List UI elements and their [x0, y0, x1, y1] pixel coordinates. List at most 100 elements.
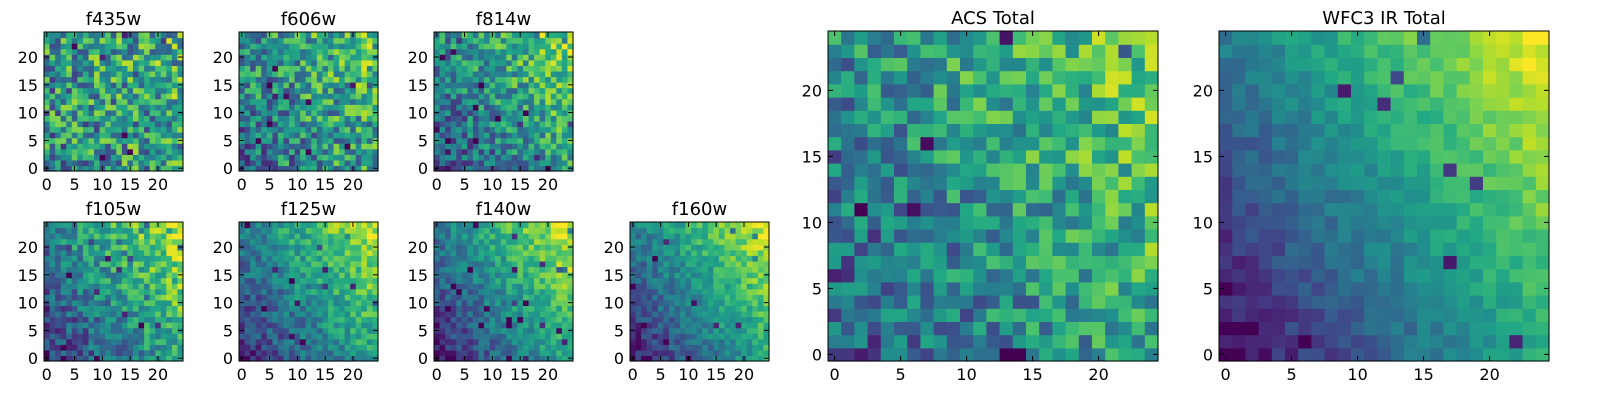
heatmap-cell	[166, 316, 173, 323]
y-tick-label: 20	[408, 48, 428, 67]
y-tick-label: 0	[418, 349, 428, 368]
heatmap-cell	[289, 37, 296, 44]
heatmap-cell	[434, 76, 441, 83]
heatmap-cell	[155, 37, 162, 44]
heatmap-cell	[266, 43, 273, 50]
heatmap-cell	[77, 277, 84, 284]
heatmap-cell	[88, 143, 95, 150]
heatmap-cell	[445, 266, 452, 273]
heatmap-cell	[250, 115, 257, 122]
heatmap-cell	[144, 93, 151, 100]
heatmap-cell	[484, 137, 491, 144]
heatmap-cell	[372, 227, 379, 234]
heatmap-cell	[517, 137, 524, 144]
heatmap-cell	[506, 87, 513, 94]
heatmap-cell	[289, 322, 296, 329]
heatmap-cell	[1078, 163, 1093, 177]
heatmap-cell	[255, 137, 262, 144]
heatmap-cell	[244, 344, 251, 351]
heatmap-cell	[250, 137, 257, 144]
heatmap-cell	[305, 244, 312, 251]
heatmap-cell	[439, 98, 446, 105]
heatmap-cell	[461, 233, 468, 240]
heatmap-cell	[484, 222, 491, 229]
heatmap-cell	[327, 283, 335, 290]
heatmap-cell	[155, 272, 162, 279]
heatmap-cell	[82, 165, 90, 172]
heatmap-cell	[718, 260, 726, 268]
heatmap-cell	[472, 227, 480, 234]
heatmap-cell	[539, 109, 546, 116]
heatmap-cell	[316, 349, 323, 357]
heatmap-cell	[696, 349, 703, 357]
heatmap-cell	[160, 355, 167, 362]
heatmap-cell	[244, 255, 251, 262]
heatmap-cell	[1105, 255, 1119, 270]
heatmap-cell	[973, 281, 987, 296]
heatmap-cell	[920, 163, 935, 177]
heatmap-cell	[707, 333, 714, 340]
heatmap-cell	[561, 238, 569, 245]
heatmap-cell	[77, 43, 84, 50]
heatmap-cell	[757, 283, 765, 290]
heatmap-cell	[456, 288, 463, 295]
heatmap-cell	[746, 344, 753, 351]
heatmap-cell	[691, 288, 698, 295]
x-tick-label: 20	[538, 175, 558, 194]
heatmap-cell	[517, 48, 524, 55]
heatmap-cell	[718, 355, 726, 362]
x-tick-label: 10	[482, 365, 502, 384]
heatmap-cell	[344, 159, 351, 167]
heatmap-cell	[484, 54, 491, 61]
heatmap-cell	[707, 238, 714, 245]
heatmap-cell	[500, 266, 507, 273]
heatmap-cell	[127, 43, 134, 50]
heatmap-cell	[160, 98, 167, 105]
heatmap-cell	[316, 305, 323, 312]
heatmap-cell	[450, 165, 457, 172]
heatmap-cell	[71, 59, 78, 66]
heatmap-cell	[545, 238, 552, 245]
heatmap-cell	[77, 159, 84, 167]
heatmap-cell	[333, 344, 340, 351]
heatmap-cell	[300, 233, 307, 240]
heatmap-cell	[567, 338, 574, 345]
heatmap-cell	[272, 272, 279, 279]
heatmap-cell	[99, 48, 106, 55]
heatmap-cell	[311, 277, 318, 284]
heatmap-cell	[489, 70, 496, 78]
heatmap-cell	[149, 87, 156, 94]
heatmap-cell	[77, 266, 84, 273]
heatmap-cell	[121, 37, 128, 44]
heatmap-cell	[272, 283, 279, 290]
heatmap-cell	[344, 288, 351, 295]
heatmap-cell	[294, 104, 301, 111]
heatmap-cell	[300, 159, 307, 167]
heatmap-cell	[121, 59, 128, 66]
heatmap-cell	[372, 148, 379, 155]
heatmap-cell	[478, 32, 485, 39]
heatmap-cell	[355, 322, 362, 329]
heatmap-cell	[550, 316, 557, 323]
heatmap-cell	[1039, 202, 1053, 217]
heatmap-cell	[539, 327, 546, 334]
heatmap-cell	[144, 238, 151, 245]
heatmap-cell	[366, 104, 374, 111]
heatmap-cell	[528, 154, 535, 161]
heatmap-cell	[77, 244, 84, 251]
heatmap-cell	[757, 255, 765, 262]
heatmap-cell	[652, 244, 659, 251]
heatmap-cell	[489, 322, 496, 329]
heatmap-cell	[144, 76, 151, 83]
heatmap-cell	[500, 76, 507, 83]
heatmap-cell	[730, 238, 737, 245]
heatmap-cell	[160, 349, 167, 357]
heatmap-cell	[244, 48, 251, 55]
heatmap-cell	[66, 299, 73, 306]
heatmap-cell	[327, 109, 335, 116]
heatmap-cell	[327, 93, 335, 100]
heatmap-cell	[484, 159, 491, 167]
heatmap-cell	[550, 148, 557, 155]
heatmap-cell	[561, 43, 569, 50]
heatmap-cell	[534, 82, 541, 89]
